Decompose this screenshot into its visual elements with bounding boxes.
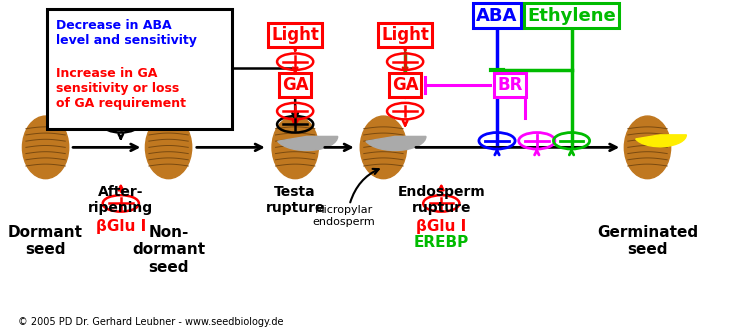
Ellipse shape [146,116,192,179]
Text: βGlu I: βGlu I [416,219,467,234]
Text: After-
ripening: After- ripening [88,185,154,215]
Text: © 2005 PD Dr. Gerhard Leubner - www.seedbiology.de: © 2005 PD Dr. Gerhard Leubner - www.seed… [18,317,284,327]
Text: Micropylar
endosperm: Micropylar endosperm [312,205,375,227]
Text: Increase in GA
sensitivity or loss
of GA requirement: Increase in GA sensitivity or loss of GA… [56,67,186,110]
Wedge shape [278,136,337,151]
Wedge shape [366,136,426,151]
Text: Light: Light [381,26,429,44]
Text: BR: BR [498,76,523,94]
Text: Testa
rupture: Testa rupture [265,185,325,215]
Text: Ethylene: Ethylene [527,7,616,24]
Ellipse shape [272,116,318,179]
Text: Decrease in ABA
level and sensitivity: Decrease in ABA level and sensitivity [56,19,196,47]
Text: Endosperm
rupture: Endosperm rupture [398,185,485,215]
Text: GA: GA [392,76,418,94]
Text: Non-
dormant
seed: Non- dormant seed [132,225,205,275]
Text: ABA: ABA [476,7,517,24]
Text: Light: Light [271,26,319,44]
Text: Germinated
seed: Germinated seed [597,225,698,257]
Text: GA: GA [282,76,309,94]
Text: EREBP: EREBP [414,235,469,251]
FancyBboxPatch shape [47,9,232,129]
Ellipse shape [624,116,670,179]
Wedge shape [636,135,686,147]
Ellipse shape [23,116,69,179]
Ellipse shape [360,116,406,179]
Text: βGlu I: βGlu I [96,219,146,234]
Text: Dormant
seed: Dormant seed [8,225,83,257]
